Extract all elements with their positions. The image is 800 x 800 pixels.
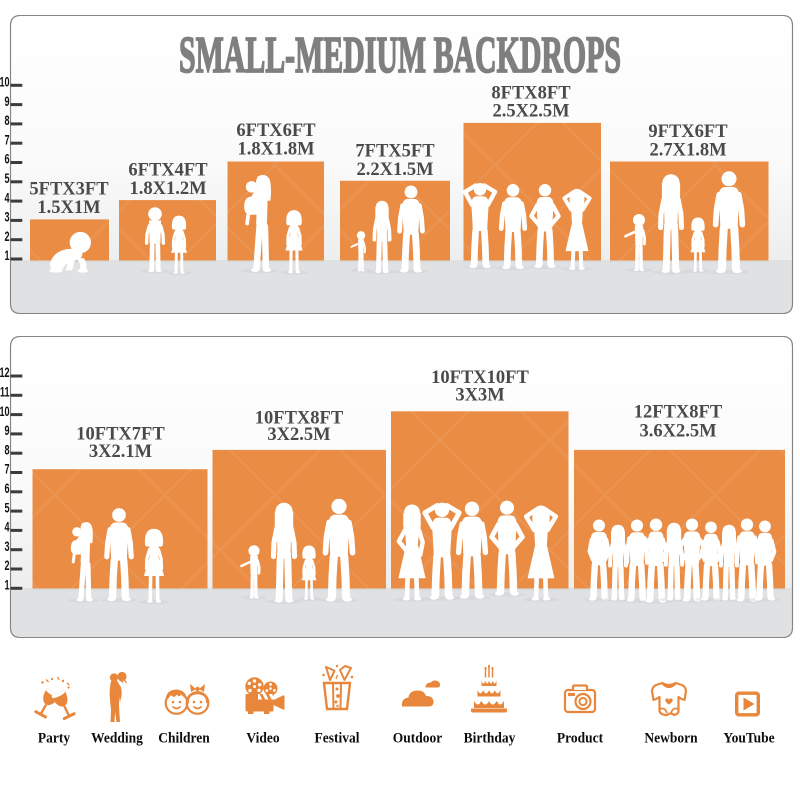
svg-text:9: 9 (4, 95, 9, 109)
svg-text:Wedding: Wedding (91, 731, 143, 747)
svg-text:3.6X2.5M: 3.6X2.5M (639, 422, 716, 442)
svg-text:8: 8 (4, 115, 10, 129)
svg-text:7FTX5FT: 7FTX5FT (355, 142, 435, 162)
svg-text:3X2.5M: 3X2.5M (267, 425, 330, 445)
svg-text:Outdoor: Outdoor (393, 731, 442, 747)
svg-text:10FTX10FT: 10FTX10FT (431, 368, 529, 388)
svg-text:2.5X2.5M: 2.5X2.5M (492, 102, 569, 122)
svg-text:10: 10 (0, 76, 9, 90)
svg-text:Newborn: Newborn (644, 731, 697, 747)
svg-text:11: 11 (0, 386, 10, 400)
svg-text:8: 8 (4, 444, 10, 458)
svg-text:2.7X1.8M: 2.7X1.8M (649, 141, 726, 161)
svg-text:6: 6 (4, 482, 9, 496)
svg-text:9FTX6FT: 9FTX6FT (648, 122, 728, 142)
svg-text:3: 3 (4, 211, 9, 225)
svg-text:10: 10 (0, 405, 9, 419)
svg-text:Video: Video (246, 731, 279, 747)
svg-text:5FTX3FT: 5FTX3FT (29, 180, 109, 200)
svg-text:8FTX8FT: 8FTX8FT (491, 84, 571, 104)
svg-text:5: 5 (4, 502, 10, 516)
svg-text:2.2X1.5M: 2.2X1.5M (356, 160, 433, 180)
svg-text:1.5X1M: 1.5X1M (37, 198, 100, 218)
svg-text:7: 7 (4, 134, 9, 148)
svg-text:6FTX6FT: 6FTX6FT (236, 121, 316, 141)
svg-text:Children: Children (158, 731, 210, 747)
svg-text:6: 6 (4, 153, 9, 167)
svg-text:1: 1 (4, 250, 10, 264)
svg-text:4: 4 (4, 521, 10, 535)
svg-text:9: 9 (4, 425, 9, 439)
svg-text:4: 4 (4, 192, 10, 206)
svg-text:1.8X1.8M: 1.8X1.8M (237, 140, 314, 160)
svg-text:Product: Product (557, 731, 604, 747)
svg-text:10FTX7FT: 10FTX7FT (76, 425, 165, 445)
svg-text:2: 2 (4, 230, 9, 244)
svg-text:1.8X1.2M: 1.8X1.2M (129, 179, 206, 199)
svg-text:12: 12 (0, 367, 9, 381)
svg-text:Festival: Festival (315, 731, 360, 747)
svg-text:6FTX4FT: 6FTX4FT (128, 161, 208, 181)
svg-text:7: 7 (4, 463, 9, 477)
svg-text:10FTX8FT: 10FTX8FT (255, 409, 344, 429)
svg-text:1: 1 (4, 579, 10, 593)
svg-text:SMALL-MEDIUM BACKDROPS: SMALL-MEDIUM BACKDROPS (179, 27, 621, 84)
svg-text:Party: Party (38, 731, 70, 747)
svg-text:5: 5 (4, 172, 10, 186)
svg-text:12FTX8FT: 12FTX8FT (634, 403, 723, 423)
svg-text:3X3M: 3X3M (455, 386, 504, 406)
svg-text:Birthday: Birthday (464, 731, 516, 747)
svg-text:YouTube: YouTube (723, 731, 774, 747)
svg-text:3X2.1M: 3X2.1M (89, 442, 152, 462)
svg-text:2: 2 (4, 560, 9, 574)
svg-text:3: 3 (4, 540, 9, 554)
